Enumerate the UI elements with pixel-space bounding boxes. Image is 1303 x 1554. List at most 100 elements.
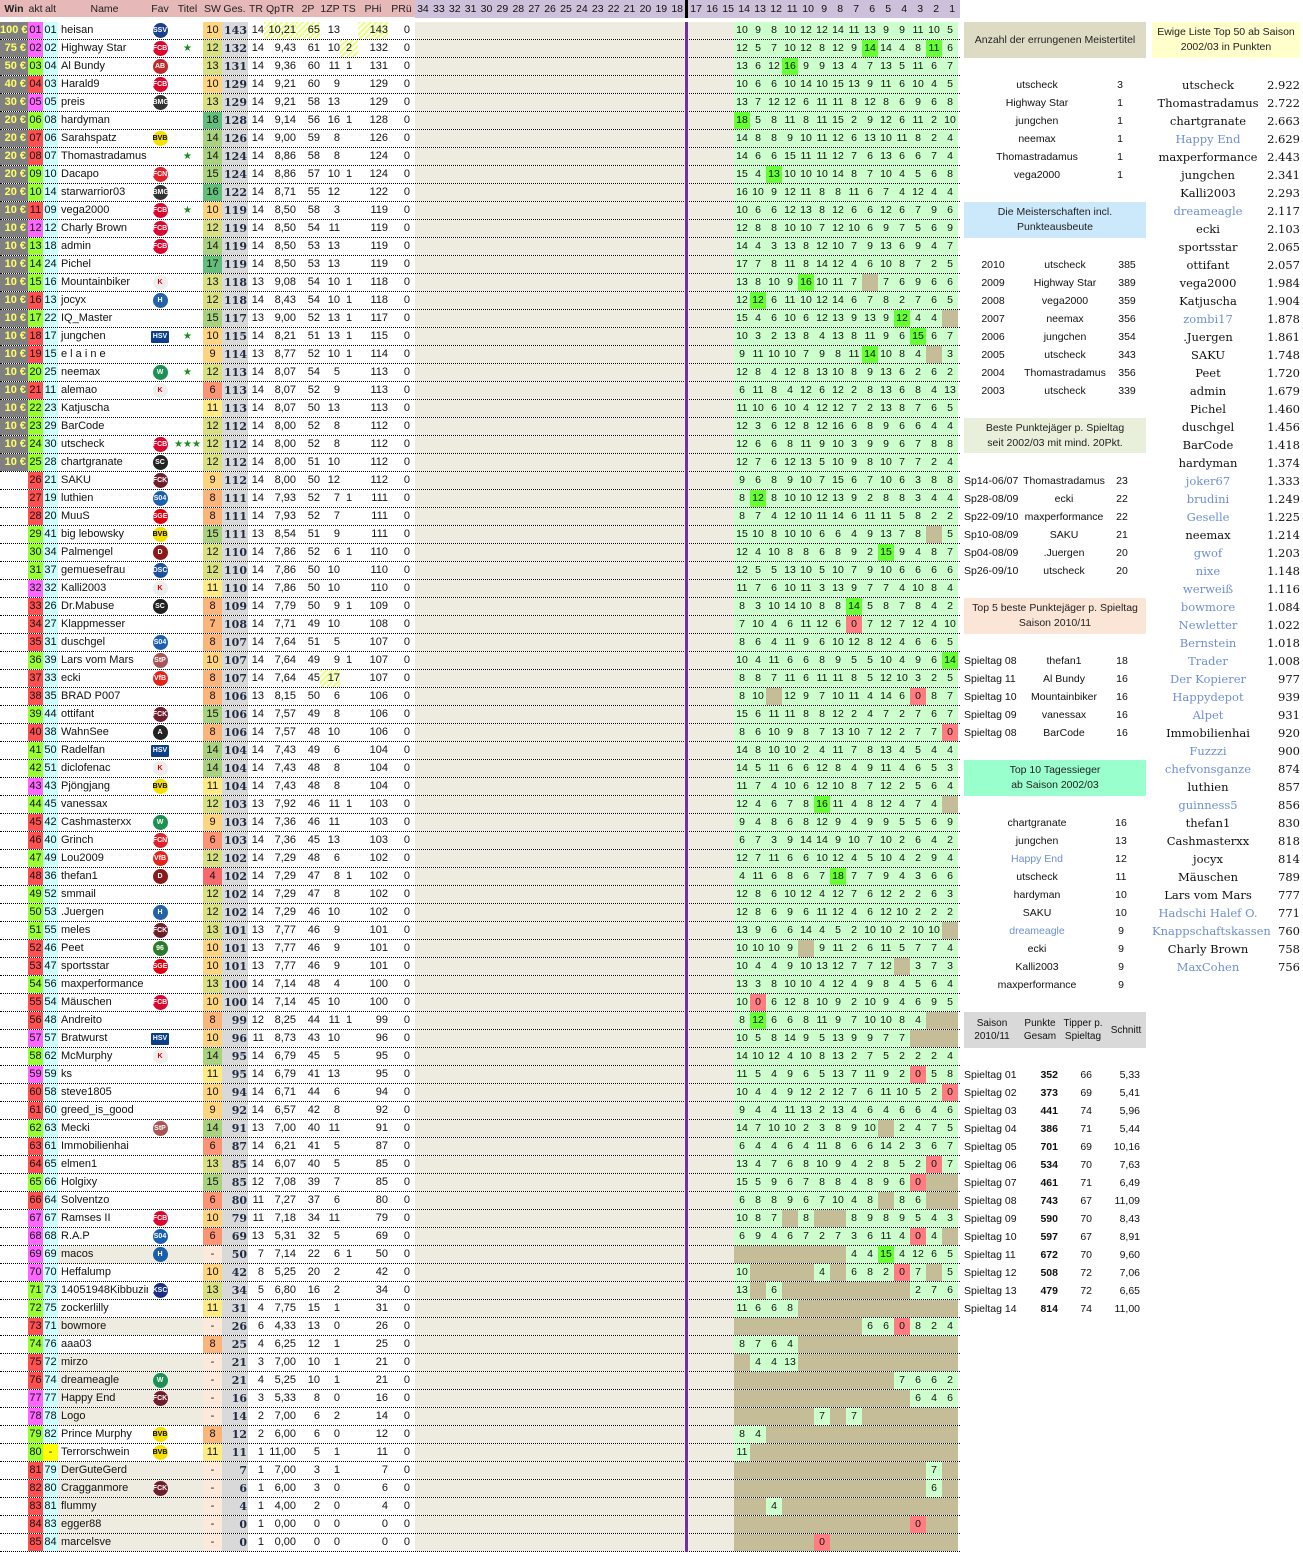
table-row[interactable]: 10 €25 28 chartgranate SC 12 112 14 8,00 51 10 112… [0, 454, 960, 472]
col-ges[interactable]: Ges. [222, 0, 248, 17]
player-name[interactable]: meles [61, 924, 91, 936]
table-row[interactable]: 62 63 Mecki StP 14 91 13 7,00 40 11 91 0 14 7 10 10 2 3 8 9… [0, 1120, 960, 1138]
player-name[interactable]: neemax [61, 366, 101, 378]
player-name[interactable]: aaa03 [61, 1338, 92, 1350]
spieltag-header-12[interactable]: 12 [768, 0, 785, 18]
player-name[interactable]: macos [58, 1246, 148, 1263]
player-name[interactable]: diclofenac [61, 762, 111, 774]
player-name[interactable]: vanessax [61, 798, 108, 810]
table-row[interactable]: 85 84 marcelsve -0 1 0,00 0 0 0 0 0 [0, 1534, 960, 1552]
table-row[interactable]: 34 27 Klappmesser 7 108 14 7,71 49 10 108 0 7 10 4 6 11… [0, 616, 960, 634]
table-row[interactable]: 80- Terrorschwein BVB 11 11 1 11,00 5 1 11 0 11 [0, 1444, 960, 1462]
table-row[interactable]: 58 62 McMurphy K 14 95 14 6,79 45 5 95 0 14 10 12 4 10 8 1… [0, 1048, 960, 1066]
player-name[interactable]: Thomastradamus [61, 150, 147, 162]
player-name[interactable]: 14051948Kibbuzim [61, 1284, 148, 1296]
player-name[interactable]: Happy End [58, 1390, 148, 1407]
table-row[interactable]: 72 75 zockerlilly 11 31 4 7,75 15 1 31 0 11 6 6 8 [0, 1300, 960, 1318]
table-row[interactable]: 52 46 Peet 96 10 101 13 7,77 46 9 101 0 10 10 10 9 9 11 2 6… [0, 940, 960, 958]
col-1zp[interactable]: 1ZP [320, 0, 340, 17]
player-name[interactable]: Palmengel [61, 546, 113, 558]
spieltag-header-7[interactable]: 7 [848, 0, 865, 18]
table-row[interactable]: 10 €11 09 vega2000 FCB ★ 10 119 14 8,50 58 3 119 0 10… [0, 202, 960, 220]
spieltag-header-29[interactable]: 29 [494, 0, 511, 18]
player-name[interactable]: Lou2009 [61, 852, 104, 864]
table-row[interactable]: 56 48 Andreito 8 99 12 8,25 44 11 1 99 0 8 12 6 6 8 11 9 7 1… [0, 1012, 960, 1030]
table-row[interactable]: 67 67 Ramses II FCB 10 79 11 7,18 34 11 79 0 10 8 7 8 8 9… [0, 1210, 960, 1228]
table-row[interactable]: 10 €22 23 Katjuscha 11 113 14 8,07 50 13 113 0 11 10… [0, 400, 960, 418]
table-row[interactable]: 82 80 Cragganmore FCK -6 1 6,00 3 0 6 0 6 [0, 1480, 960, 1498]
table-row[interactable]: 10 €17 22 IQ_Master 15 117 13 9,00 52 13 1 117 0 15 4… [0, 310, 960, 328]
col-name[interactable]: Name [58, 0, 148, 17]
player-name[interactable]: Peet [61, 942, 84, 954]
player-name[interactable]: alemao [61, 384, 98, 396]
table-row[interactable]: 81 79 DerGuteGerd -7 1 7,00 3 1 7 0 7 [0, 1462, 960, 1480]
col-qptr[interactable]: QpTR [264, 0, 296, 17]
player-name[interactable]: McMurphy [61, 1050, 113, 1062]
player-name[interactable]: R.A.P [61, 1230, 90, 1242]
player-name[interactable]: .Juergen [61, 906, 104, 918]
table-row[interactable]: 46 40 Grinch FCN 6 103 14 7,36 45 13 103 0 6 7 3 9 14 14 9… [0, 832, 960, 850]
player-name[interactable]: Logo [58, 1408, 148, 1425]
player-name[interactable]: Mäuschen [61, 996, 112, 1008]
table-row[interactable]: 50 €03 04 Al Bundy AB 13 131 14 9,36 60 11 1 131 0 13… [0, 58, 960, 76]
spieltag-header-33[interactable]: 33 [430, 0, 447, 18]
player-name[interactable]: Cashmasterxx [61, 816, 132, 828]
player-name[interactable]: Harald9 [61, 78, 100, 90]
table-row[interactable]: 10 €19 15 e l a i n e 9 114 13 8,77 52 10 1 114 0 9 1… [0, 346, 960, 364]
table-row[interactable]: 76 74 dreameagle W -21 4 5,25 10 1 21 0 7 6 6 2 [0, 1372, 960, 1390]
spieltag-header-14[interactable]: 14 [736, 0, 753, 18]
player-name[interactable]: maxperformance [61, 978, 144, 990]
table-row[interactable]: 63 61 Immobilienhai 6 87 14 6,21 41 5 87 0 6 4 4 6 4 11 8… [0, 1138, 960, 1156]
spieltag-header-16[interactable]: 16 [704, 0, 721, 18]
player-name[interactable]: e l a i n e [61, 348, 106, 360]
player-name[interactable]: ottifant [61, 708, 95, 720]
spieltag-header-5[interactable]: 5 [880, 0, 897, 18]
player-name[interactable]: DerGuteGerd [58, 1462, 148, 1479]
player-name[interactable]: zockerlilly [61, 1302, 109, 1314]
table-row[interactable]: 43 43 Pjöngjang BVB 11 104 14 7,43 48 8 104 0 11 7 4 10… [0, 778, 960, 796]
table-row[interactable]: 37 33 ecki VfB 8 107 14 7,64 45 17 107 0 8 8 7 11 6 11 11 8… [0, 670, 960, 688]
spieltag-header-31[interactable]: 31 [462, 0, 479, 18]
table-row[interactable]: 10 €24 30 utscheck FCB ★★★ 12 112 14 8,00 52 8 112 0… [0, 436, 960, 454]
col-fav[interactable]: Fav [148, 0, 172, 17]
table-row[interactable]: 20 €08 07 Thomastradamus ★ 14 124 14 8,86 58 8 124… [0, 148, 960, 166]
spieltag-header-1[interactable]: 1 [944, 0, 961, 18]
spieltag-header-17[interactable]: 17 [688, 0, 705, 18]
table-row[interactable]: 20 €09 10 Dacapo FCN 15 124 14 8,86 57 10 1 124 0 15 4… [0, 166, 960, 184]
player-name[interactable]: Mountainbiker [61, 276, 131, 288]
table-row[interactable]: 26 21 SAKU FCK 9 112 14 8,00 50 12 112 0 9 6 8 9 10 7 15 6 7… [0, 472, 960, 490]
col-sw[interactable]: SW [203, 0, 222, 17]
table-row[interactable]: 57 57 Bratwurst HSV 10 96 11 8,73 43 10 96 0 10 5 8 14 9… [0, 1030, 960, 1048]
player-name[interactable]: jungchen [61, 330, 106, 342]
player-name[interactable]: BarCode [61, 420, 105, 432]
player-name[interactable]: Kalli2003 [61, 582, 107, 594]
player-name[interactable]: Andreito [61, 1014, 102, 1026]
player-name[interactable]: marcelsve [58, 1534, 148, 1551]
spieltag-header-24[interactable]: 24 [573, 0, 590, 18]
table-row[interactable]: 54 56 maxperformance 13 100 14 7,14 48 4 100 0 13 3 8… [0, 976, 960, 994]
spieltag-header-30[interactable]: 30 [478, 0, 495, 18]
table-row[interactable]: 55 54 Mäuschen FCB 10 100 14 7,14 45 10 100 0 10 0 6 12… [0, 994, 960, 1012]
spieltag-header-19[interactable]: 19 [653, 0, 670, 18]
spieltag-header-15[interactable]: 15 [720, 0, 737, 18]
table-row[interactable]: 77 77 Happy End FCK -16 3 5,33 8 0 16 0 6 4 6 [0, 1390, 960, 1408]
table-row[interactable]: 100 €01 01 heisan SSV 10 143 14 10,21 65 13 143 0 10… [0, 22, 960, 40]
player-name[interactable]: vega2000 [61, 204, 110, 216]
table-row[interactable]: 64 65 elmen1 13 85 14 6,07 40 5 85 0 13 4 7 6 8 10 9 4 2 8 5 2… [0, 1156, 960, 1174]
table-row[interactable]: 20 €06 08 hardyman 18 128 14 9,14 56 16 1 128 0 18 5 8… [0, 112, 960, 130]
player-name[interactable]: BRAD P007 [61, 690, 121, 702]
player-name[interactable]: Cragganmore [58, 1480, 148, 1497]
player-name[interactable]: Holgixy [61, 1176, 98, 1188]
player-name[interactable]: starwarrior03 [61, 186, 126, 198]
player-name[interactable]: Heffalump [61, 1266, 111, 1278]
table-row[interactable]: 71 73 14051948Kibbuzim KSC 13 34 5 6,80 16 2 34 0 13… [0, 1282, 960, 1300]
player-name[interactable]: Terrorschwein [61, 1446, 130, 1458]
player-name[interactable]: ecki [61, 672, 81, 684]
table-row[interactable]: 10 €18 17 jungchen HSV ★ 10 115 14 8,21 51 13 1 115 0… [0, 328, 960, 346]
spieltag-header-10[interactable]: 10 [800, 0, 817, 18]
player-name[interactable]: egger88 [58, 1516, 148, 1533]
table-row[interactable]: 51 55 meles FCK 13 101 13 7,77 46 9 101 0 13 9 6 6 14 4 5 2… [0, 922, 960, 940]
player-name[interactable]: flummy [58, 1498, 148, 1515]
